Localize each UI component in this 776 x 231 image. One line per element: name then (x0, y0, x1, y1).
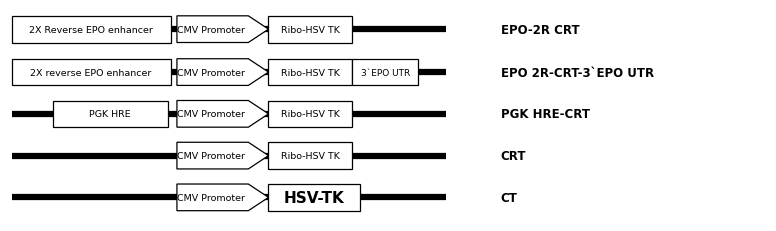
Text: Ribo-HSV TK: Ribo-HSV TK (281, 68, 340, 77)
Text: 2X reverse EPO enhancer: 2X reverse EPO enhancer (30, 68, 152, 77)
Text: 3`EPO UTR: 3`EPO UTR (361, 68, 410, 77)
Text: PGK HRE: PGK HRE (89, 110, 131, 119)
FancyBboxPatch shape (12, 59, 171, 86)
FancyBboxPatch shape (268, 59, 352, 86)
Polygon shape (177, 17, 268, 43)
Text: CMV Promoter: CMV Promoter (177, 110, 245, 119)
FancyBboxPatch shape (12, 17, 171, 43)
Text: CRT: CRT (501, 149, 526, 162)
Text: Ribo-HSV TK: Ribo-HSV TK (281, 152, 340, 160)
Text: EPO 2R-CRT-3`EPO UTR: EPO 2R-CRT-3`EPO UTR (501, 66, 653, 79)
FancyBboxPatch shape (268, 184, 360, 211)
Text: Ribo-HSV TK: Ribo-HSV TK (281, 110, 340, 119)
Text: 2X Reverse EPO enhancer: 2X Reverse EPO enhancer (29, 26, 153, 34)
Polygon shape (177, 59, 268, 86)
Text: CMV Promoter: CMV Promoter (177, 193, 245, 202)
Text: CMV Promoter: CMV Promoter (177, 68, 245, 77)
Text: CT: CT (501, 191, 518, 204)
Text: HSV-TK: HSV-TK (284, 190, 345, 205)
FancyBboxPatch shape (268, 17, 352, 43)
FancyBboxPatch shape (53, 101, 168, 128)
Polygon shape (177, 101, 268, 128)
Text: CMV Promoter: CMV Promoter (177, 26, 245, 34)
Polygon shape (177, 143, 268, 169)
Text: CMV Promoter: CMV Promoter (177, 152, 245, 160)
Text: EPO-2R CRT: EPO-2R CRT (501, 24, 579, 36)
Text: Ribo-HSV TK: Ribo-HSV TK (281, 26, 340, 34)
FancyBboxPatch shape (268, 101, 352, 128)
Polygon shape (177, 184, 268, 211)
FancyBboxPatch shape (268, 143, 352, 169)
FancyBboxPatch shape (352, 59, 418, 86)
Text: PGK HRE-CRT: PGK HRE-CRT (501, 108, 590, 121)
